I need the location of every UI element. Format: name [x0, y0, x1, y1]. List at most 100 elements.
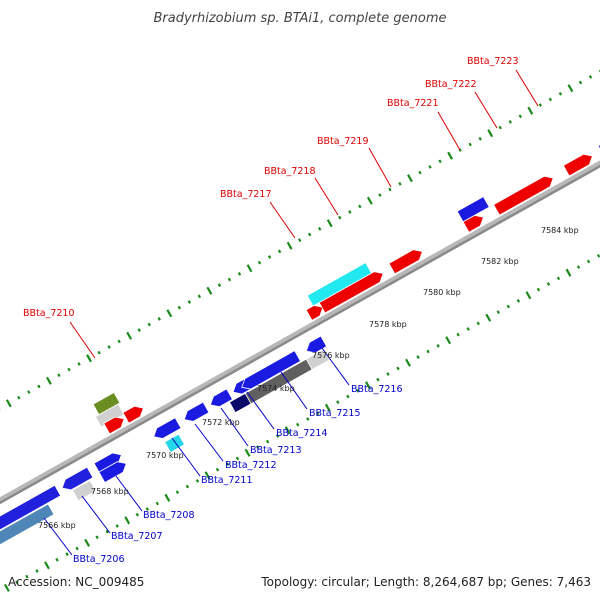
upper-tick [67, 367, 71, 372]
leader-line [314, 177, 339, 216]
lower-tick [436, 344, 440, 348]
lower-tick [324, 403, 331, 412]
lower-tick [466, 327, 470, 331]
scale-label: 7574 kbp [257, 384, 295, 393]
lower-tick [536, 287, 541, 292]
forward-gene-label[interactable]: BBta_7223 [467, 56, 519, 67]
lower-tick [516, 299, 521, 303]
lower-tick [565, 268, 572, 277]
topology-text: Topology: circular; Length: 8,264,687 bp… [260, 575, 591, 589]
upper-tick [438, 159, 442, 164]
backbone-line [0, 164, 600, 505]
scale-label: 7576 kbp [312, 351, 350, 360]
gene-arrow [305, 348, 331, 371]
forward-gene-label[interactable]: BBta_7221 [387, 98, 439, 109]
forward-gene-label[interactable]: BBta_7218 [264, 166, 316, 177]
upper-tick [286, 241, 293, 250]
gene-arrow [103, 416, 125, 435]
upper-tick [257, 260, 262, 265]
leader-line [515, 69, 539, 107]
gene-arrow [305, 305, 324, 321]
lower-tick [456, 332, 460, 337]
lower-tick [596, 253, 600, 258]
lower-tick [316, 411, 320, 416]
reverse-gene-label[interactable]: BBta_7214 [276, 428, 328, 439]
lower-tick [235, 456, 240, 461]
lower-tick [95, 535, 99, 540]
upper-tick [267, 255, 272, 259]
forward-gene-label[interactable]: BBta_7217 [220, 189, 272, 200]
upper-tick [447, 151, 453, 160]
upper-tick [277, 249, 282, 254]
lower-tick [496, 310, 500, 314]
reverse-gene-label[interactable]: BBta_7212 [225, 460, 277, 471]
upper-tick [326, 219, 333, 228]
lower-tick [576, 265, 581, 269]
upper-tick [508, 120, 512, 124]
lower-tick [55, 557, 59, 562]
lower-tick [105, 529, 109, 534]
reverse-gene-label[interactable]: BBta_7207 [111, 531, 163, 542]
lower-tick [386, 372, 390, 376]
reverse-gene-label[interactable]: BBta_7208 [143, 510, 195, 521]
reverse-gene-label[interactable]: BBta_7216 [351, 384, 403, 395]
lower-tick [244, 448, 251, 457]
lower-tick [124, 516, 131, 525]
upper-tick [378, 193, 382, 197]
forward-gene-label[interactable]: BBta_7210 [23, 308, 75, 319]
map-title: Bradyrhizobium sp. BTAi1, complete genom… [153, 11, 446, 26]
leader-line [81, 495, 111, 534]
lower-tick [25, 574, 29, 579]
gene-arrow [241, 350, 302, 390]
upper-tick [187, 300, 192, 304]
lower-tick [195, 479, 200, 483]
gene-arrow [388, 249, 423, 275]
lower-tick [445, 336, 452, 345]
scale-ticks [0, 69, 600, 592]
upper-tick [86, 354, 92, 363]
gene-arrow [493, 175, 554, 216]
scale-label: 7566 kbp [38, 521, 76, 530]
forward-gene-label[interactable]: BBta_7219 [317, 136, 369, 147]
upper-tick [567, 84, 574, 93]
lower-tick [155, 501, 160, 506]
lower-tick [185, 484, 190, 489]
lower-tick [84, 538, 91, 547]
leader-line [368, 147, 392, 188]
upper-tick [498, 125, 502, 130]
upper-tick [338, 215, 342, 220]
gene-arrow [61, 466, 94, 491]
lower-tick [376, 377, 380, 382]
upper-tick [407, 174, 413, 183]
scale-label: 7584 kbp [541, 226, 579, 235]
leader-line [43, 517, 73, 556]
reverse-gene-label[interactable]: BBta_7211 [201, 475, 253, 486]
lower-tick [365, 381, 371, 390]
lower-tick [225, 462, 230, 466]
lower-tick [356, 389, 360, 393]
lower-tick [396, 366, 400, 371]
gene-arrow [305, 335, 328, 354]
forward-gene-label[interactable]: BBta_7222 [425, 79, 477, 90]
lower-tick [164, 493, 171, 502]
reverse-gene-label[interactable]: BBta_7206 [73, 554, 125, 565]
lower-tick [556, 276, 561, 281]
lower-tick [586, 259, 591, 264]
gene-arrow [0, 503, 55, 546]
upper-tick [578, 80, 583, 85]
scale-label: 7580 kbp [423, 288, 461, 297]
scale-label: 7572 kbp [202, 418, 240, 427]
scale-label: 7578 kbp [369, 320, 407, 329]
lower-tick [44, 561, 50, 570]
lower-tick [75, 546, 79, 551]
lower-tick [405, 358, 411, 367]
leader-line [321, 347, 350, 386]
reverse-gene-label[interactable]: BBta_7213 [250, 445, 302, 456]
upper-tick [97, 350, 101, 355]
reverse-gene-label[interactable]: BBta_7215 [309, 408, 361, 419]
gene-features [0, 144, 600, 546]
scale-label: 7570 kbp [146, 451, 184, 460]
accession-text: Accession: NC_009485 [8, 575, 144, 589]
